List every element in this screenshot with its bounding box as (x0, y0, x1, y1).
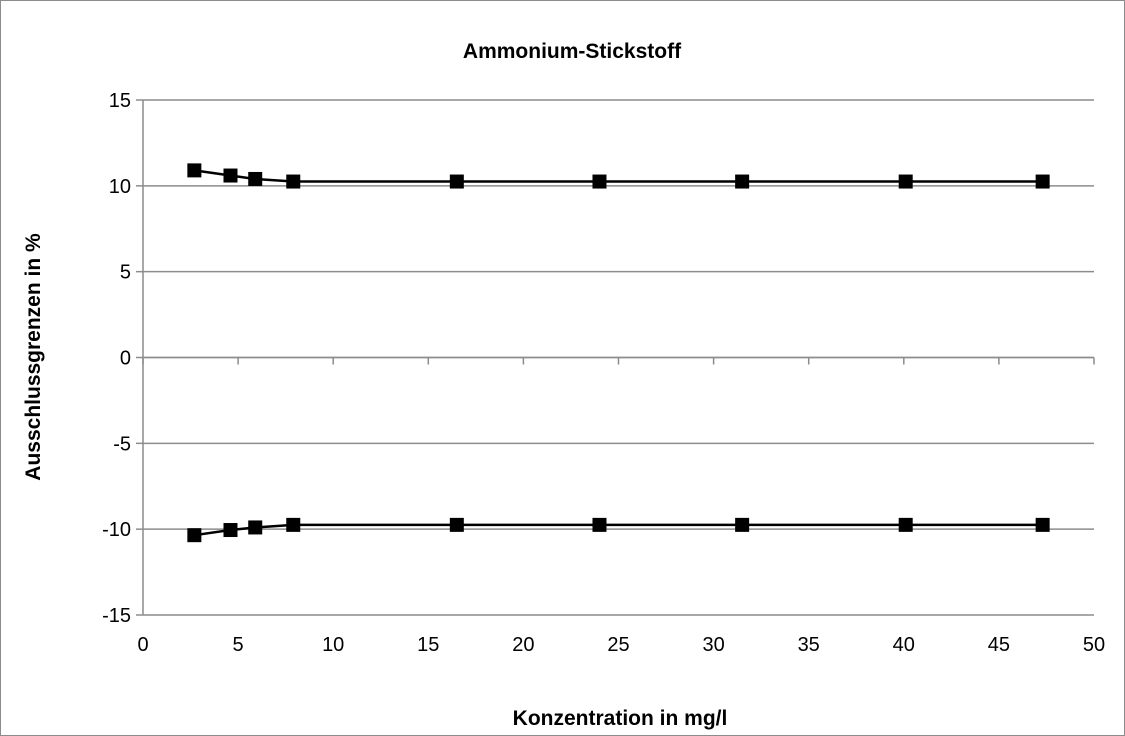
x-tick-label: 0 (137, 634, 148, 656)
series-2-marker (187, 528, 202, 543)
x-tick-label: 10 (322, 634, 344, 656)
x-tick-label: 30 (702, 634, 724, 656)
gridlines (143, 99, 1094, 616)
x-tick-label: 5 (233, 634, 244, 656)
series-line-2 (194, 523, 1043, 537)
y-tick-label: -5 (113, 433, 131, 455)
series-1-marker (449, 174, 464, 189)
x-tick-label: 20 (512, 634, 534, 656)
y-tick-label: 0 (120, 348, 131, 370)
series-2-marker (898, 517, 913, 532)
y-tick-label: 15 (109, 90, 131, 112)
series-1-marker (187, 163, 202, 178)
x-tick-label: 45 (988, 634, 1010, 656)
series-2-marker (1035, 517, 1050, 532)
series-1-marker (248, 171, 263, 186)
x-tick-label: 15 (417, 634, 439, 656)
y-tick-label: -10 (102, 519, 131, 541)
series-1-marker (223, 168, 238, 183)
series-layer (187, 163, 1050, 543)
series-2-marker (286, 517, 301, 532)
y-tick-label: 10 (109, 176, 131, 198)
series-1-marker (1035, 174, 1050, 189)
x-tick-label: 35 (798, 634, 820, 656)
chart-title: Ammonium-Stickstoff (463, 40, 682, 63)
series-1-marker (286, 174, 301, 189)
series-1-marker (735, 174, 750, 189)
x-tick-label: 25 (607, 634, 629, 656)
series-2-marker (248, 520, 263, 535)
series-2-marker (223, 523, 238, 538)
x-tick-label: 50 (1083, 634, 1105, 656)
series-2-marker (735, 517, 750, 532)
series-2-marker (592, 517, 607, 532)
x-axis-label: Konzentration in mg/l (513, 707, 728, 730)
x-tick-label: 40 (893, 634, 915, 656)
series-line-1 (194, 169, 1043, 183)
series-1-marker (898, 174, 913, 189)
y-tick-label: 5 (120, 262, 131, 284)
series-2-marker (449, 517, 464, 532)
y-tick-label: -15 (102, 605, 131, 627)
series-1-marker (592, 174, 607, 189)
y-axis-label: Ausschlussgrenzen in % (22, 233, 45, 481)
axes (136, 99, 1095, 616)
